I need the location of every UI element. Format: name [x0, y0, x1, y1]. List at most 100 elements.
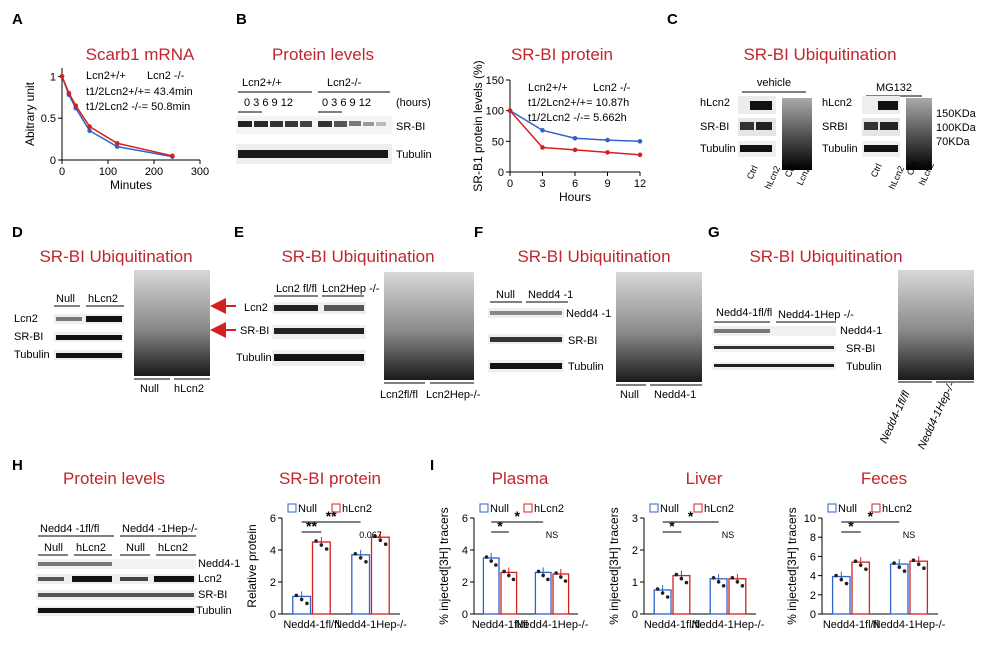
bar — [728, 578, 747, 615]
data-point — [314, 539, 318, 543]
y-tick-label: 3 — [632, 513, 638, 525]
chart-b-annot-2: t1/2Lcn2 -/-= 5.662h — [528, 112, 627, 124]
panel-h-sub-1: Null — [44, 542, 63, 554]
chart-a: 0 100 200 300 0 0.5 1 Minutes Abitrary unit — [23, 68, 209, 192]
chart-h: 0 2 4 6 Relative protein Nedd4-1fl/flNedd4-1H… — [245, 503, 407, 631]
x-tick-label: Nedd4-1Hep-/- — [334, 619, 407, 631]
y-axis-label: % injected[3H] tracers — [437, 507, 451, 624]
y-tick-label: 4 — [270, 545, 276, 557]
chart-i-plasma: 0 2 4 6 % injected[3H] tracers Nedd4-1fl/flNe… — [437, 503, 589, 631]
x-tick-label: 300 — [191, 166, 209, 178]
panel-letter-g: G — [708, 224, 720, 241]
panel-h-group-2: Nedd4 -1Hep-/- — [122, 523, 198, 535]
panel-e-group-1: Lcn2 fl/fl — [276, 283, 317, 295]
data-point — [383, 542, 388, 546]
data-point — [605, 150, 610, 155]
panel-h-row-3: SR-BI — [198, 589, 227, 601]
data-point — [674, 572, 679, 577]
data-point — [897, 565, 902, 569]
data-point — [684, 580, 689, 585]
bar — [311, 541, 331, 615]
data-point — [716, 580, 721, 584]
data-point — [711, 576, 716, 580]
panel-b-hours: (hours) — [396, 97, 431, 109]
data-point — [502, 569, 506, 574]
chart-i3-title: Feces — [861, 469, 907, 488]
panel-d-row-3: Tubulin — [14, 349, 50, 361]
data-point — [834, 573, 838, 578]
panel-c-row-3: Tubulin — [700, 143, 736, 155]
chart-b-legend-2: Lcn2 -/- — [593, 82, 631, 94]
panel-b-times-2: 0 3 6 9 12 — [322, 97, 371, 109]
data-point — [559, 575, 563, 579]
chart-i2-title: Liver — [686, 469, 723, 488]
panel-c-row-2: SR-BI — [700, 121, 729, 133]
data-point — [740, 584, 745, 588]
chart-h-title: SR-BI protein — [279, 469, 381, 488]
bar — [709, 578, 728, 615]
panel-b-band-srbi: SR-BI — [396, 121, 425, 133]
panel-d-row-1: Lcn2 — [14, 313, 38, 325]
panel-e-lane-1: Lcn2fl/fl — [380, 389, 418, 401]
panel-h-title: Protein levels — [63, 469, 165, 488]
panel-f-group-2: Nedd4 -1 — [528, 289, 573, 301]
y-axis-label: % injected[3H] tracers — [785, 507, 799, 624]
chart-a-legend-1: Lcn2+/+ — [86, 70, 126, 82]
data-point — [655, 587, 660, 591]
panel-h-sub-3: Null — [126, 542, 145, 554]
significance-label: * — [868, 508, 874, 524]
data-point — [511, 577, 516, 582]
panel-letter-f: F — [474, 224, 483, 241]
y-tick-label: 4 — [810, 571, 816, 583]
data-point — [305, 601, 309, 606]
significance-label: NS — [722, 530, 735, 540]
panel-letter-a: A — [12, 11, 23, 28]
y-tick-label: 2 — [632, 545, 638, 557]
significance-label: * — [688, 508, 694, 524]
data-point — [378, 538, 383, 542]
panel-e-title: SR-BI Ubiquitination — [281, 247, 434, 266]
panel-c-lane-6: hLcn2 — [887, 164, 906, 190]
panel-h-sub-4: hLcn2 — [158, 542, 188, 554]
panel-f-group-1: Null — [496, 289, 515, 301]
bar — [351, 554, 371, 615]
y-tick-label: 0 — [632, 609, 638, 621]
panel-g-row-3: Tubulin — [846, 361, 882, 373]
y-tick-label: 10 — [804, 513, 816, 525]
significance-label: * — [848, 518, 854, 534]
y-axis-label: Abitrary unit — [23, 81, 37, 146]
panel-letter-e: E — [234, 224, 244, 241]
data-point — [554, 571, 558, 575]
data-point — [853, 559, 858, 563]
legend-label: Null — [298, 503, 317, 515]
y-axis-label: Relative protein — [245, 524, 259, 607]
chart-i1-title: Plasma — [492, 469, 549, 488]
y-axis-label: SR-B1 protein levels (%) — [471, 60, 485, 191]
chart-b: 0 3 6 9 12 0 50 100 150 Hours SR-B1 protein levels… — [471, 60, 646, 204]
x-axis-label: Hours — [559, 190, 591, 204]
data-point — [73, 103, 79, 108]
panel-c-row-6: Tubulin — [822, 143, 858, 155]
panel-e-group-2: Lcn2Hep -/- — [322, 283, 380, 295]
panel-g-group-1: Nedd4-1fl/fl — [716, 307, 772, 319]
x-tick-label: 12 — [634, 178, 646, 190]
y-tick-label: 2 — [462, 577, 468, 589]
panel-letter-c: C — [667, 11, 678, 28]
data-point — [660, 591, 665, 595]
y-tick-label: 6 — [810, 551, 816, 563]
blot-b-tubulin-bands — [238, 150, 388, 158]
significance-label: * — [497, 518, 503, 534]
data-point — [546, 577, 550, 582]
data-point — [540, 145, 545, 150]
x-tick-label: 0 — [507, 178, 513, 190]
panel-g-lane-2: Nedd4-1Hep-/- — [916, 380, 958, 451]
panel-d-title: SR-BI Ubiquitination — [39, 247, 192, 266]
x-tick-label: Nedd4-1fl/fl — [823, 619, 879, 631]
panel-e-row-3: Tubulin — [236, 352, 272, 364]
series-line-2 — [61, 76, 173, 157]
y-tick-label: 0 — [498, 167, 504, 179]
data-point — [358, 556, 363, 560]
panel-c-title: SR-BI Ubiquitination — [743, 45, 896, 64]
data-point — [170, 153, 175, 159]
panel-h-row-2: Lcn2 — [198, 573, 222, 585]
